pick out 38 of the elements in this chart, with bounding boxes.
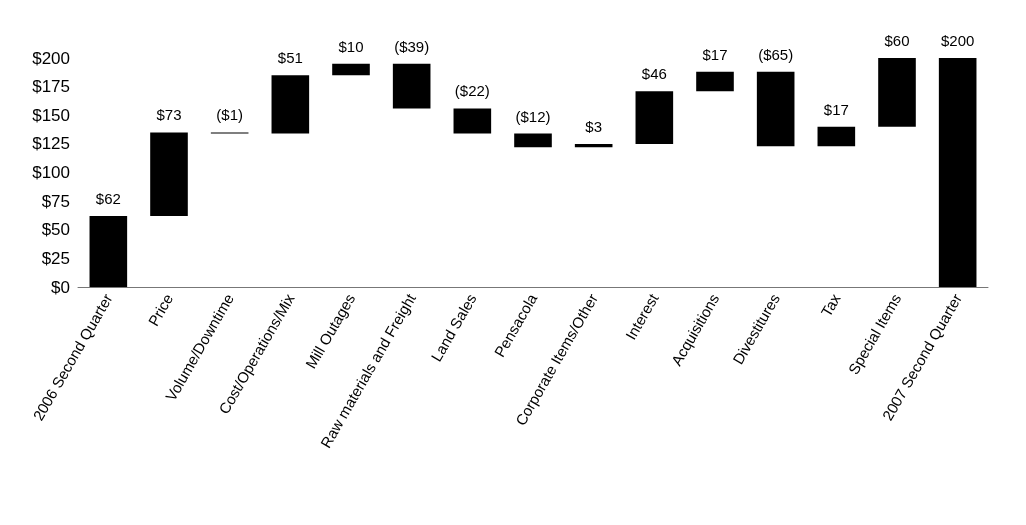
- bar: [332, 63, 370, 76]
- data-label: ($1): [216, 106, 244, 124]
- bar: [453, 108, 492, 134]
- data-label: $46: [641, 65, 667, 83]
- data-label: $51: [277, 49, 303, 67]
- bar: [938, 58, 977, 287]
- bar: [89, 216, 128, 287]
- data-label: $62: [95, 190, 121, 208]
- bar: [392, 63, 431, 109]
- data-label: $10: [338, 37, 364, 55]
- data-label: $73: [156, 106, 182, 124]
- bar: [150, 132, 188, 217]
- data-label: $3: [585, 117, 603, 135]
- bar: [271, 75, 310, 134]
- y-tick-label: $150: [32, 105, 70, 125]
- bar: [817, 126, 856, 147]
- data-label: $60: [884, 32, 910, 49]
- y-tick-label: $25: [41, 248, 70, 268]
- data-label: ($12): [515, 107, 551, 125]
- bar: [696, 71, 734, 92]
- bar: [756, 71, 795, 147]
- x-tick-label: Tax: [817, 290, 844, 320]
- bar: [878, 58, 916, 127]
- y-tick-label: $200: [32, 48, 70, 68]
- y-tick-label: $100: [32, 163, 70, 182]
- data-label: $200: [940, 32, 975, 49]
- y-tick-label: $75: [41, 191, 70, 211]
- data-label: ($39): [394, 37, 430, 55]
- data-label: $17: [823, 100, 849, 118]
- y-tick-label: $50: [41, 220, 70, 240]
- data-label: ($65): [758, 45, 794, 63]
- bar: [514, 133, 552, 148]
- y-tick-label: $125: [32, 134, 70, 154]
- data-label: ($22): [454, 82, 490, 100]
- y-tick-label: $0: [51, 277, 70, 297]
- data-label: $17: [702, 45, 728, 63]
- bar: [635, 91, 674, 144]
- y-tick-label: $175: [32, 77, 70, 97]
